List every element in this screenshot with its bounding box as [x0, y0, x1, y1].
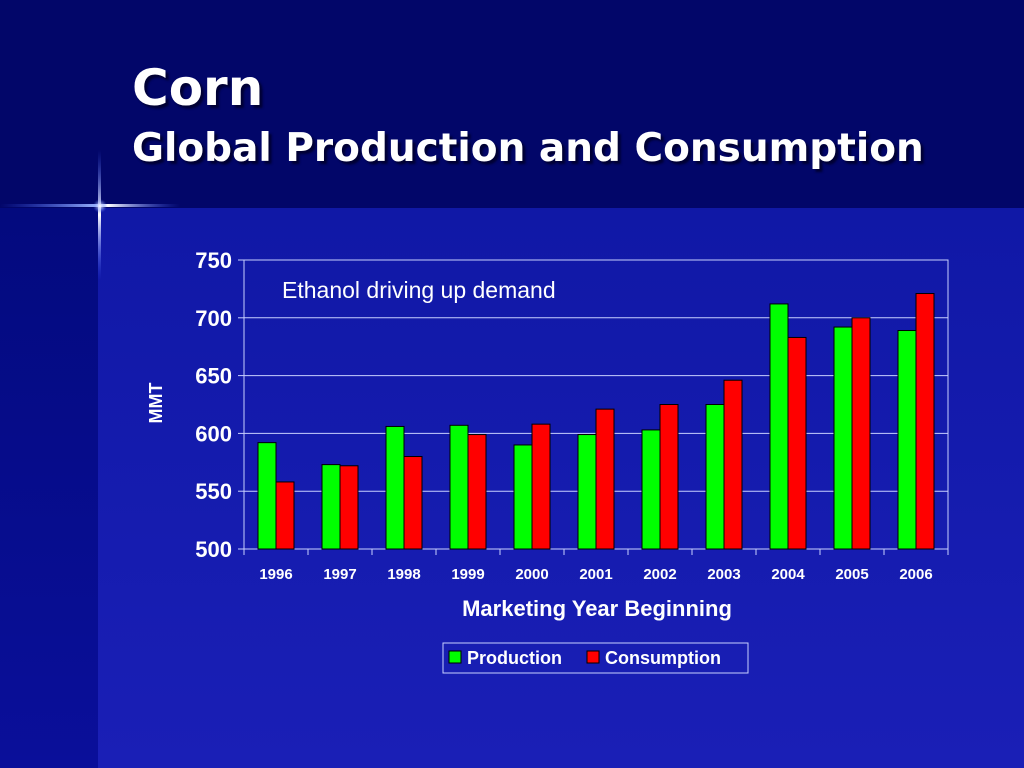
bar-consumption-1997	[339, 465, 359, 550]
bar-production-2004	[769, 303, 789, 550]
chart-annotation: Ethanol driving up demand	[282, 277, 556, 303]
bar-consumption-2004	[787, 336, 807, 550]
legend-swatch-production	[448, 650, 462, 664]
slide-title: Corn	[132, 59, 264, 117]
bar-production-2001	[577, 434, 597, 550]
bar-consumption-2002	[659, 404, 679, 550]
bar-consumption-2006	[915, 293, 935, 550]
bar-consumption-2003	[723, 379, 743, 550]
y-tick-label: 500	[195, 537, 232, 562]
x-tick-label: 2003	[707, 566, 740, 583]
x-tick-label: 2002	[643, 566, 676, 583]
y-axis-label: MMT	[146, 383, 166, 424]
bar-production-2006	[897, 330, 917, 550]
legend: Production Consumption	[442, 642, 749, 674]
x-tick-label: 2004	[771, 566, 805, 583]
bar-consumption-1996	[275, 481, 295, 550]
x-tick-label: 2001	[579, 566, 612, 583]
y-tick-label: 750	[195, 248, 232, 273]
bar-consumption-2001	[595, 408, 615, 550]
x-tick-label: 1998	[387, 566, 420, 583]
y-tick-label: 600	[195, 421, 232, 446]
bar-production-1998	[385, 425, 405, 550]
legend-label-production: Production	[467, 648, 562, 668]
y-tick-label: 700	[195, 306, 232, 331]
bar-consumption-1998	[403, 456, 423, 550]
x-tick-label: 1996	[259, 566, 292, 583]
side-band	[0, 208, 98, 768]
x-tick-label: 2000	[515, 566, 548, 583]
x-axis-label: Marketing Year Beginning	[462, 596, 732, 621]
bar-consumption-2005	[851, 317, 871, 550]
x-tick-label: 2006	[899, 566, 932, 583]
sparkle-decoration	[0, 150, 180, 280]
bar-production-2002	[641, 429, 661, 550]
axes: 500 550 600 650 700 750 1996 1997 1998 1999 2000 20…	[195, 248, 949, 583]
bar-production-2000	[513, 444, 533, 550]
legend-label-consumption: Consumption	[605, 648, 721, 668]
y-tick-label: 650	[195, 364, 232, 389]
bar-production-2003	[705, 404, 725, 550]
bar-production-1996	[257, 442, 277, 550]
bar-production-1999	[449, 424, 469, 550]
y-tick-label: 550	[195, 479, 232, 504]
x-tick-label: 1997	[323, 566, 356, 583]
x-tick-label: 1999	[451, 566, 484, 583]
header-band	[0, 0, 1024, 208]
bar-consumption-1999	[467, 434, 487, 550]
legend-box	[442, 642, 749, 674]
x-tick-label: 2005	[835, 566, 868, 583]
legend-swatch-consumption	[586, 650, 600, 664]
slide-subtitle: Global Production and Consumption	[132, 126, 924, 171]
bar-production-2005	[833, 326, 853, 550]
bar-production-1997	[321, 464, 341, 550]
bars	[257, 293, 935, 550]
bar-consumption-2000	[531, 423, 551, 550]
